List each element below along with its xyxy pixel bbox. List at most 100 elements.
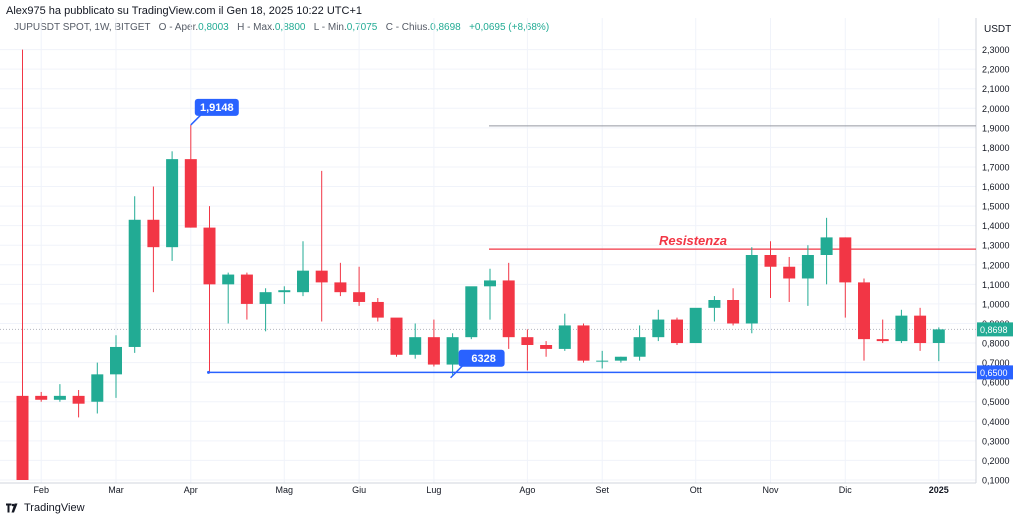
y-tick-label: 1,1000 — [982, 280, 1010, 290]
y-tick-label: 1,0000 — [982, 299, 1010, 309]
tradingview-brand[interactable]: TradingView — [6, 502, 85, 514]
candle-body — [858, 282, 870, 340]
candle-body — [353, 292, 366, 302]
high-value: 0,8800 — [274, 22, 306, 33]
candle-body — [671, 319, 683, 344]
annotations: 1,9148 6328 — [190, 98, 976, 379]
candle-body — [540, 345, 553, 349]
candle-body — [72, 395, 85, 404]
ohlc-legend: JUPUSDT SPOT, 1W, BITGET O - Aper.0,8003… — [14, 22, 549, 33]
candle-body — [203, 227, 216, 285]
candle-body — [53, 395, 66, 400]
candle-body — [390, 317, 403, 355]
change-value: +0,0695 (+8,68%) — [469, 22, 550, 33]
x-tick-label: Dic — [839, 485, 852, 495]
resistance-label: Resistenza — [659, 233, 727, 248]
y-tick-label: 0,4000 — [982, 417, 1010, 427]
y-tick-label: 2,1000 — [982, 84, 1010, 94]
y-tick-label: 2,2000 — [982, 65, 1010, 75]
x-tick-label: Ago — [519, 485, 535, 495]
candle-body — [652, 319, 665, 338]
candle-body — [278, 290, 291, 293]
candle-body — [184, 159, 197, 228]
candle-body — [315, 270, 328, 283]
tradingview-logo-icon — [6, 503, 18, 513]
candle-body — [596, 360, 609, 362]
candle-body — [465, 286, 478, 338]
candles — [16, 49, 945, 480]
candle-body — [16, 395, 29, 480]
y-tick-label: 1,9000 — [982, 123, 1010, 133]
candle-body — [895, 315, 908, 342]
support-line-anchor — [207, 370, 210, 374]
last-price-tag-label: 0,8698 — [980, 325, 1008, 335]
candle-body — [839, 237, 852, 283]
candle-body — [783, 266, 796, 279]
candle-body — [91, 374, 104, 402]
candle-body — [502, 280, 515, 338]
x-tick-label: Mag — [276, 485, 294, 495]
candle-body — [259, 292, 272, 304]
symbol-label[interactable]: JUPUSDT SPOT, 1W, BITGET — [14, 22, 151, 33]
candle-body — [35, 395, 48, 400]
currency-label[interactable]: USDT — [984, 24, 1012, 35]
candle-body — [110, 346, 122, 375]
candle-body — [128, 219, 141, 347]
open-label: O - Aper. — [158, 22, 199, 33]
low-callout-label: 6328 — [471, 353, 495, 365]
low-callout-pointer — [450, 365, 464, 379]
candle-body — [297, 270, 309, 293]
y-tick-label: 1,5000 — [982, 202, 1010, 212]
y-tick-label: 2,0000 — [982, 104, 1010, 114]
high-label: H - Max. — [237, 22, 275, 33]
price-axis: 2,3000 2,2000 2,1000 2,0000 1,9000 1,8000 1,70… — [975, 18, 1013, 486]
x-tick-label: Nov — [762, 485, 779, 495]
published-by-line: Alex975 ha pubblicato su TradingView.com… — [6, 5, 362, 17]
candle-body — [334, 282, 347, 293]
candle-body — [727, 300, 740, 324]
candle-body — [166, 159, 179, 248]
y-tick-label: 0,5000 — [982, 397, 1010, 407]
brand-text: TradingView — [24, 502, 85, 514]
y-tick-label: 1,2000 — [982, 260, 1010, 270]
y-tick-label: 1,7000 — [982, 162, 1010, 172]
close-label: C - Chius. — [385, 22, 431, 33]
low-label: L - Min. — [313, 22, 347, 33]
candle-body — [633, 337, 646, 357]
candle-body — [521, 337, 534, 345]
candle-body — [484, 280, 496, 287]
close-value: 0,8698 — [430, 22, 461, 33]
candle-body — [558, 325, 571, 349]
y-tick-label: 0,1000 — [982, 476, 1010, 486]
candle-body — [801, 255, 814, 279]
candle-body — [820, 237, 833, 255]
low-callout-box — [458, 349, 505, 367]
candle-body — [577, 325, 590, 361]
candle-body — [932, 329, 945, 343]
y-tick-label: 0,7000 — [982, 358, 1010, 368]
candle-body — [409, 337, 422, 355]
y-tick-label: 1,4000 — [982, 221, 1010, 231]
x-tick-label: Lug — [426, 485, 441, 495]
support-tag — [977, 365, 1013, 380]
time-axis: Feb Mar Apr Mag Giu Lug Ago Set Ott Nov Dic 2025 — [0, 482, 976, 495]
y-tick-label: 0,6000 — [982, 378, 1010, 388]
low-value: 0,7075 — [346, 22, 378, 33]
candle-body — [745, 255, 758, 324]
candle-body — [614, 356, 627, 361]
drawing-lines: Resistenza — [0, 125, 976, 330]
high-callout-box — [194, 98, 239, 116]
candle-body — [876, 339, 889, 342]
candle-body — [914, 315, 927, 344]
y-tick-label: 0,2000 — [982, 456, 1010, 466]
candle-body — [764, 255, 777, 267]
x-tick-label: Set — [595, 485, 609, 495]
x-tick-label: Feb — [33, 485, 49, 495]
candle-body — [147, 219, 160, 248]
candle-body — [222, 274, 235, 285]
support-tag-label: 0,6500 — [980, 368, 1008, 378]
y-tick-label: 2,3000 — [982, 45, 1010, 55]
last-price-tag — [977, 322, 1013, 337]
candle-body — [708, 300, 721, 308]
